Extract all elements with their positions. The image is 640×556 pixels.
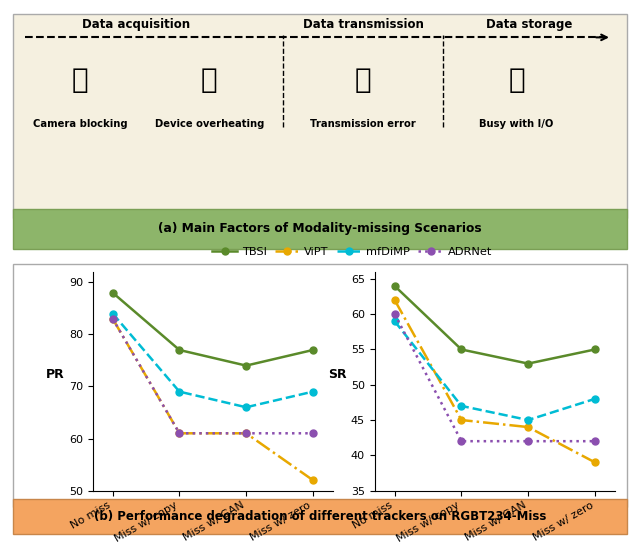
Line: TBSI: TBSI: [109, 289, 316, 369]
ViPT: [243, 430, 250, 436]
ViPT: [309, 477, 317, 484]
ADRNet: [458, 438, 465, 445]
ADRNet: [175, 430, 183, 436]
Text: ⧖: ⧖: [508, 66, 525, 93]
TBSI: [458, 346, 465, 353]
FancyBboxPatch shape: [13, 264, 627, 507]
ViPT: [458, 416, 465, 423]
mfDiMP: [243, 404, 250, 410]
Line: ADRNet: ADRNet: [109, 315, 316, 437]
ADRNet: [524, 438, 532, 445]
Text: Device overheating: Device overheating: [155, 119, 264, 129]
TBSI: [243, 363, 250, 369]
Text: Data acquisition: Data acquisition: [82, 18, 189, 31]
Text: (b) Performance degradation of different trackers on RGBT234-Miss: (b) Performance degradation of different…: [94, 510, 546, 523]
TBSI: [591, 346, 599, 353]
Text: 🌡: 🌡: [201, 66, 218, 93]
FancyBboxPatch shape: [13, 499, 627, 534]
Line: ViPT: ViPT: [109, 315, 316, 484]
TBSI: [309, 346, 317, 353]
ViPT: [524, 424, 532, 430]
ADRNet: [391, 311, 399, 317]
TBSI: [524, 360, 532, 367]
ADRNet: [591, 438, 599, 445]
Legend: TBSI, ViPT, mfDiMP, ADRNet: TBSI, ViPT, mfDiMP, ADRNet: [207, 243, 497, 262]
mfDiMP: [309, 388, 317, 395]
ADRNet: [109, 315, 116, 322]
mfDiMP: [109, 310, 116, 317]
Y-axis label: SR: SR: [328, 368, 346, 381]
Line: mfDiMP: mfDiMP: [109, 310, 316, 411]
ViPT: [109, 315, 116, 322]
mfDiMP: [391, 318, 399, 325]
Text: Camera blocking: Camera blocking: [33, 119, 128, 129]
Text: Busy with I/O: Busy with I/O: [479, 119, 554, 129]
Line: mfDiMP: mfDiMP: [391, 318, 598, 424]
ViPT: [391, 297, 399, 304]
FancyBboxPatch shape: [13, 208, 627, 249]
TBSI: [175, 346, 183, 353]
FancyBboxPatch shape: [13, 14, 627, 218]
Text: Data storage: Data storage: [486, 18, 572, 31]
Y-axis label: PR: PR: [45, 368, 64, 381]
mfDiMP: [591, 395, 599, 402]
ADRNet: [309, 430, 317, 436]
Text: 📶: 📶: [355, 66, 371, 93]
Line: ADRNet: ADRNet: [391, 311, 598, 445]
TBSI: [109, 289, 116, 296]
ViPT: [175, 430, 183, 436]
ViPT: [591, 459, 599, 466]
mfDiMP: [458, 403, 465, 409]
ADRNet: [243, 430, 250, 436]
Text: (a) Main Factors of Modality-missing Scenarios: (a) Main Factors of Modality-missing Sce…: [158, 222, 482, 235]
Text: 📷: 📷: [72, 66, 89, 93]
Text: Data transmission: Data transmission: [303, 18, 424, 31]
Line: ViPT: ViPT: [391, 297, 598, 466]
Text: Transmission error: Transmission error: [310, 119, 416, 129]
TBSI: [391, 282, 399, 289]
Line: TBSI: TBSI: [391, 282, 598, 367]
mfDiMP: [175, 388, 183, 395]
mfDiMP: [524, 416, 532, 423]
